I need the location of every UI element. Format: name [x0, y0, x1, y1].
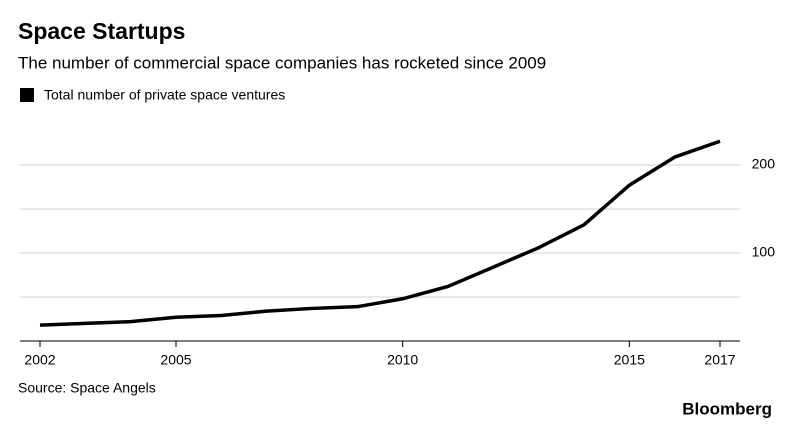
x-tick-label: 2005 — [160, 352, 191, 368]
line — [39, 139, 721, 327]
legend-label: Total number of private space ventures — [44, 87, 285, 103]
x-tick-label: 2002 — [24, 352, 55, 368]
logo: Bloomberg — [682, 399, 772, 418]
chart-subtitle: The number of commercial space companies… — [18, 53, 546, 72]
source: Source: Space Angels — [18, 380, 156, 396]
y-tick-label: 100 — [752, 244, 776, 260]
legend-swatch — [20, 88, 34, 102]
x-tick-label: 2015 — [614, 352, 645, 368]
y-tick-label: 200 — [752, 156, 776, 172]
x-tick-label: 2017 — [704, 352, 735, 368]
chart-title: Space Startups — [18, 18, 185, 44]
x-tick-label: 2010 — [387, 352, 418, 368]
